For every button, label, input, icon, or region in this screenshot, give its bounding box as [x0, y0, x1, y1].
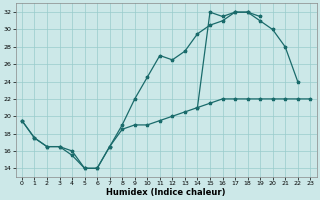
X-axis label: Humidex (Indice chaleur): Humidex (Indice chaleur)	[106, 188, 226, 197]
